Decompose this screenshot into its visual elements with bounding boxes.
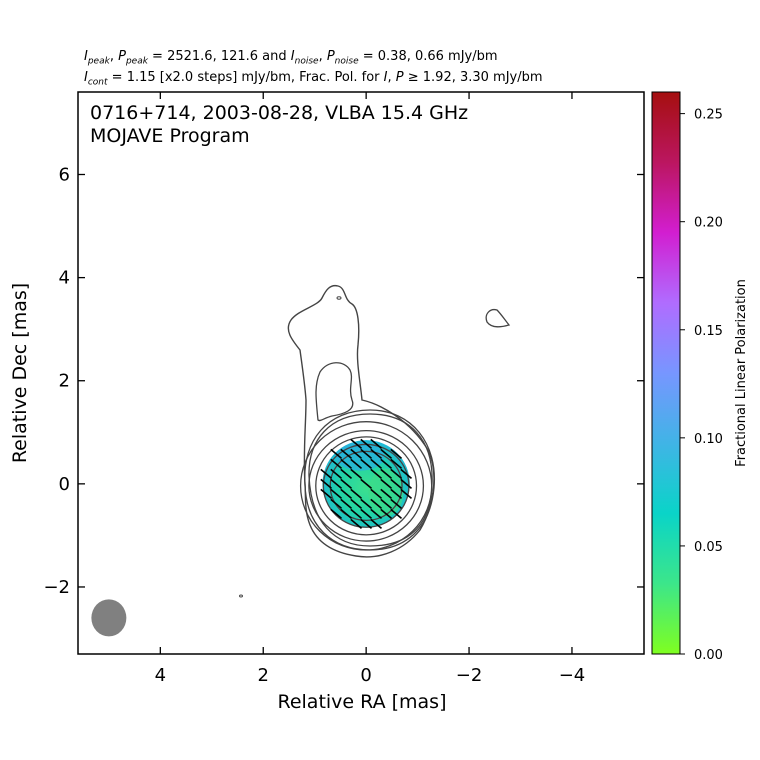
evpa-vector-34	[370, 448, 383, 459]
evpa-vector-9	[330, 498, 343, 509]
y-tick-label-2: 2	[59, 371, 70, 392]
contour-core-3	[315, 436, 418, 536]
colorbar-tick-label-3: 0.15	[694, 324, 723, 339]
evpa-vector-15	[340, 488, 353, 499]
evpa-vector-27	[360, 448, 373, 459]
evpa-vector-32	[360, 518, 373, 529]
evpa-vector-36	[370, 468, 383, 479]
y-tick-label-3: 4	[59, 268, 70, 289]
header-line-1: Ipeak, Ppeak = 2521.6, 121.6 and Inoise,…	[84, 49, 498, 67]
evpa-vector-51	[390, 478, 403, 489]
evpa-vector-20	[350, 458, 363, 469]
y-tick-label-1: 0	[59, 474, 70, 495]
evpa-vector-31	[360, 508, 373, 519]
x-tick-label-1: 2	[258, 665, 269, 686]
contour-outer-1	[287, 284, 435, 558]
evpa-vector-47	[380, 508, 393, 519]
evpa-vector-56	[400, 478, 413, 489]
evpa-vector-21	[350, 468, 363, 479]
beam-ellipse	[91, 599, 127, 637]
axis-ticks: 4 2 0 −2 −4 −2 0 2 4 6	[43, 92, 644, 686]
evpa-vector-6	[330, 468, 343, 479]
contour-blob-west	[485, 308, 511, 328]
evpa-vector-12	[340, 458, 353, 469]
evpa-vector-54	[390, 508, 403, 519]
evpa-vector-53	[390, 498, 403, 509]
evpa-vector-45	[380, 488, 393, 499]
chart-title-line-1: 0716+714, 2003-08-28, VLBA 15.4 GHz	[90, 102, 468, 124]
evpa-vector-2	[320, 478, 333, 489]
evpa-vector-38	[370, 498, 383, 509]
evpa-vector-18	[350, 438, 363, 449]
evpa-vector-42	[380, 458, 393, 469]
evpa-vector-43	[380, 468, 393, 479]
contour-blob-small	[336, 296, 342, 300]
x-tick-label-3: −2	[456, 665, 483, 686]
colorbar-label: Fractional Linear Polarization	[734, 279, 749, 467]
evpa-vector-29	[360, 478, 373, 489]
evpa-vector-11	[340, 448, 353, 459]
plot-layer	[91, 284, 511, 637]
evpa-vector-24	[350, 508, 363, 519]
x-axis-label: Relative RA [mas]	[277, 691, 446, 713]
evpa-vector-14	[340, 478, 353, 489]
contour-outer-2	[308, 413, 433, 547]
colorbar-tick-label-4: 0.20	[694, 216, 723, 231]
evpa-vector-1	[320, 468, 333, 479]
evpa-vector-35	[370, 458, 383, 469]
evpa-vector-7	[330, 478, 343, 489]
evpa-vector-39	[370, 508, 383, 519]
evpa-vector-49	[390, 458, 403, 469]
chart-title-line-2: MOJAVE Program	[90, 125, 250, 147]
plot-frame	[77, 91, 645, 655]
evpa-vector-48	[390, 448, 403, 459]
colorbar-ticks: 0.00 0.05 0.10 0.15 0.20 0.25	[680, 108, 723, 663]
evpa-vector-57	[400, 488, 413, 499]
x-tick-label-4: −4	[559, 665, 586, 686]
evpa-vector-25	[350, 518, 363, 529]
evpa-vector-16	[340, 498, 353, 509]
evpa-vector-3	[320, 488, 333, 499]
evpa-vector-4	[330, 448, 343, 459]
evpa-vector-37	[370, 488, 383, 499]
evpa-vector-23	[350, 498, 363, 509]
evpa-vector-26	[360, 438, 373, 449]
contour-core-1	[329, 450, 403, 522]
evpa-vector-28	[360, 458, 373, 469]
contour-blob-south	[239, 594, 243, 598]
evpa-vector-8	[330, 488, 343, 499]
evpa-vector-30	[360, 498, 373, 509]
evpa-vector-46	[380, 498, 393, 509]
evpa-vector-52	[390, 488, 403, 499]
colorbar	[651, 91, 681, 655]
evpa-vector-22	[350, 488, 363, 499]
evpa-vector-33	[370, 438, 383, 449]
y-tick-label-4: 6	[59, 164, 70, 185]
evpa-vector-41	[380, 448, 393, 459]
evpa-vector-19	[350, 448, 363, 459]
colorbar-tick-label-5: 0.25	[694, 108, 723, 123]
evpa-vector-44	[380, 478, 393, 489]
colorbar-tick-label-1: 0.05	[694, 540, 723, 555]
evpa-vector-10	[330, 508, 343, 519]
evpa-vector-55	[400, 468, 413, 479]
contour-jet-inner	[315, 362, 354, 422]
evpa-vector-5	[330, 458, 343, 469]
y-axis-label: Relative Dec [mas]	[9, 283, 31, 463]
header-line-2: Icont = 1.15 [x2.0 steps] mJy/bm, Frac. …	[84, 70, 543, 88]
evpa-vector-13	[340, 468, 353, 479]
x-tick-label-0: 4	[155, 665, 166, 686]
x-tick-label-2: 0	[360, 665, 371, 686]
evpa-vector-50	[390, 468, 403, 479]
y-tick-label-0: −2	[43, 577, 70, 598]
colorbar-tick-label-0: 0.00	[694, 648, 723, 663]
evpa-vector-17	[340, 508, 353, 519]
contour-core-4	[308, 430, 425, 542]
colorbar-tick-label-2: 0.10	[694, 432, 723, 447]
evpa-vector-40	[370, 518, 383, 529]
